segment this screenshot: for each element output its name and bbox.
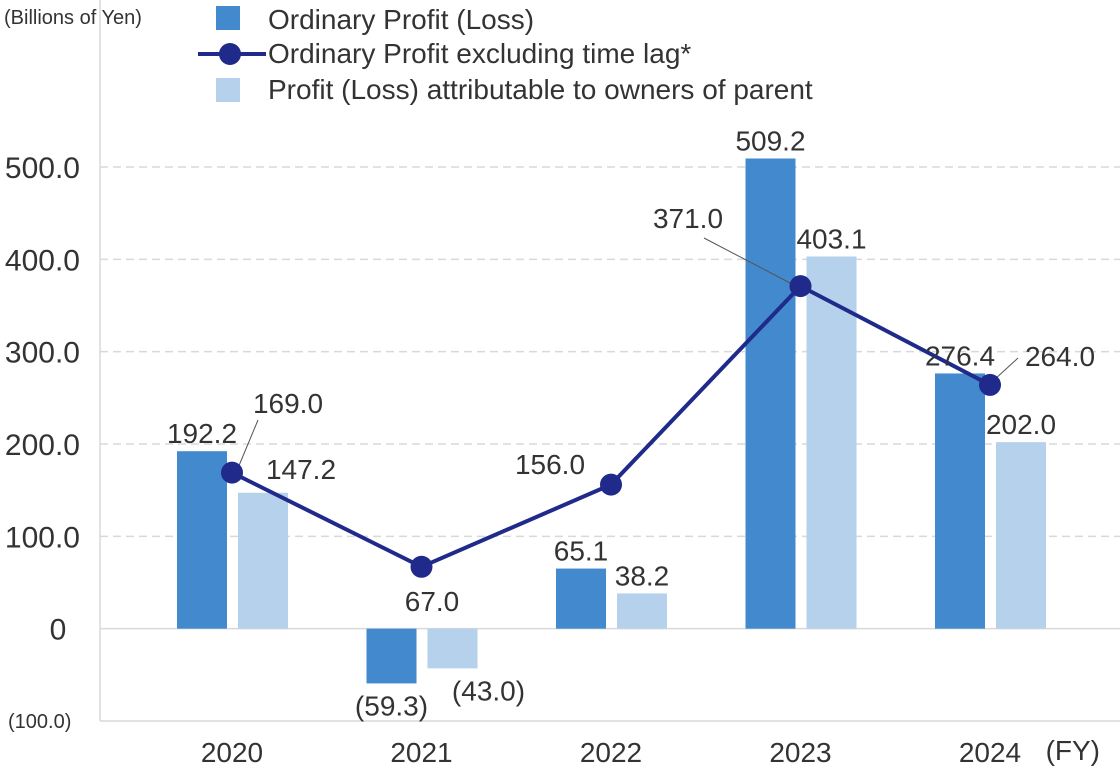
bar-series-2 (806, 256, 857, 629)
y-tick-label: 500.0 (5, 152, 80, 185)
line-label: 264.0 (1025, 341, 1095, 372)
line-point (221, 461, 243, 484)
bar-series-1 (177, 451, 227, 629)
bar-series-2 (427, 628, 478, 669)
y-tick-label: 400.0 (5, 244, 80, 277)
bar-label-series-2: 38.2 (615, 560, 670, 591)
bar-series-1 (935, 373, 985, 629)
x-tick-label: 2021 (390, 737, 452, 768)
grid-layer: 500.0 400.0 300.0 200.0 100.0 0 (100.0) 2020 202… (5, 0, 1120, 768)
bar-label-series-2: 147.2 (266, 454, 336, 485)
leader-line (993, 357, 1019, 381)
line-label: 67.0 (405, 586, 460, 617)
bar-label-series-1: 276.4 (925, 340, 995, 371)
line-label: 156.0 (515, 449, 585, 480)
bar-label-series-1: 192.2 (167, 418, 237, 449)
bar-label-series-2: 202.0 (986, 409, 1056, 440)
bar-series-1 (745, 158, 796, 629)
bar-layer (177, 158, 1046, 684)
leader-line (703, 237, 793, 285)
y-tick-label: 100.0 (5, 521, 80, 554)
x-tick-label: 2020 (201, 737, 263, 768)
bar-label-series-2: (43.0) (452, 675, 525, 706)
x-tick-label: 2024 (959, 737, 1021, 768)
line-layer (221, 275, 1001, 578)
bar-series-1 (366, 628, 417, 684)
x-tick-label: 2023 (769, 737, 831, 768)
legend-label-ordinary-profit-excl-lag: Ordinary Profit excluding time lag* (268, 38, 691, 69)
bar-label-series-1: 65.1 (554, 536, 609, 567)
x-tick-label: 2022 (580, 737, 642, 768)
line-point (600, 473, 622, 496)
bar-label-series-2: 403.1 (796, 223, 866, 254)
legend-label-profit-attributable: Profit (Loss) attributable to owners of … (268, 74, 813, 105)
legend-swatch-marker (219, 43, 241, 65)
bar-series-2 (996, 442, 1046, 629)
leader-line (237, 419, 259, 469)
unit-label: (Billions of Yen) (4, 7, 142, 29)
bar-label-series-1: (59.3) (355, 690, 428, 721)
bar-label-series-1: 509.2 (735, 126, 805, 157)
line-label: 169.0 (253, 388, 323, 419)
legend: Ordinary Profit (Loss) Ordinary Profit e… (198, 4, 813, 105)
line-point (410, 555, 433, 578)
label-layer: 192.2 (59.3) 65.1 509.2 276.4 147.2 (43.0) 38.2… (167, 126, 1095, 722)
line-label: 371.0 (653, 203, 723, 234)
line-point (979, 373, 1001, 396)
y-tick-label: 200.0 (5, 429, 80, 462)
y-tick-label: 0 (50, 614, 67, 647)
legend-swatch-profit-attributable (216, 78, 240, 102)
x-axis-suffix: (FY) (1046, 735, 1100, 766)
line-point (789, 275, 812, 298)
bar-series-2 (238, 492, 288, 629)
bar-series-1 (556, 568, 606, 629)
legend-label-ordinary-profit: Ordinary Profit (Loss) (268, 4, 534, 35)
y-tick-label: 300.0 (5, 337, 80, 370)
leader-layer (237, 237, 1019, 469)
bar-series-2 (617, 593, 667, 629)
y-tick-label: (100.0) (8, 711, 71, 733)
legend-swatch-ordinary-profit (216, 6, 240, 30)
line-series (231, 284, 991, 569)
